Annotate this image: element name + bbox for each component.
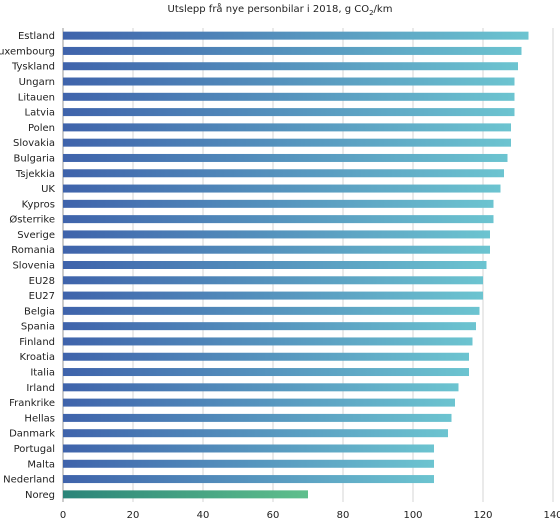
category-label: Litauen — [18, 92, 55, 103]
bar — [63, 398, 455, 407]
bar — [63, 199, 494, 208]
category-label: Hellas — [24, 413, 55, 424]
x-tick-label: 120 — [473, 510, 492, 521]
bar — [63, 31, 529, 40]
category-label: Østerrike — [9, 214, 55, 226]
category-label: Estland — [18, 31, 55, 42]
bar — [63, 337, 473, 346]
category-label: EU27 — [29, 291, 55, 302]
bar — [63, 352, 469, 361]
category-label: Belgia — [24, 306, 55, 317]
category-label: Finland — [19, 337, 55, 348]
bar — [63, 123, 511, 132]
category-label: Tsjekkia — [15, 169, 55, 180]
bar — [63, 108, 515, 117]
bar — [63, 413, 452, 422]
category-label: Tyskland — [11, 62, 55, 73]
bar — [63, 245, 490, 254]
x-tick-label: 140 — [543, 510, 560, 521]
category-label: Portugal — [14, 444, 55, 455]
bars — [63, 31, 529, 499]
category-label: Ungarn — [19, 77, 55, 88]
bar — [63, 306, 480, 315]
category-label: Luxembourg — [0, 46, 55, 57]
x-axis-ticks: 0 20 40 60 80 100 120 140 — [60, 510, 560, 521]
bar — [63, 46, 522, 55]
category-label: Polen — [28, 123, 55, 134]
category-label: Slovakia — [13, 138, 55, 149]
category-label: Slovenia — [12, 261, 55, 272]
bar — [63, 153, 508, 162]
bar — [63, 291, 483, 300]
category-label: Kypros — [22, 199, 55, 210]
category-label: Sverige — [17, 230, 55, 241]
bar — [63, 459, 434, 468]
x-tick-label: 40 — [197, 510, 210, 521]
bar — [63, 261, 487, 269]
bar — [63, 383, 459, 392]
x-tick-label: 20 — [127, 510, 140, 521]
category-label: Latvia — [25, 108, 55, 119]
chart-title: Utslepp frå nye personbilar i 2018, g CO… — [168, 2, 393, 17]
bar — [63, 429, 448, 438]
bar — [63, 184, 501, 193]
bar — [63, 368, 469, 377]
category-label: Romania — [11, 245, 55, 256]
x-tick-label: 100 — [403, 510, 422, 521]
category-label: EU28 — [29, 276, 55, 287]
bar — [63, 77, 515, 86]
bar — [63, 322, 476, 331]
bar — [63, 444, 434, 453]
bar — [63, 276, 483, 285]
category-label: Italia — [30, 368, 55, 379]
category-label: Bulgaria — [14, 153, 55, 164]
x-tick-label: 60 — [267, 510, 280, 521]
x-tick-label: 80 — [337, 510, 350, 521]
category-label: Frankrike — [9, 398, 55, 409]
bar — [63, 138, 511, 147]
bar — [63, 92, 515, 101]
category-label: UK — [41, 184, 55, 195]
category-label: Malta — [27, 459, 55, 470]
category-label: Nederland — [3, 475, 55, 486]
bar — [63, 230, 490, 239]
category-label: Irland — [26, 383, 55, 394]
bar — [63, 169, 504, 178]
category-label: Noreg — [25, 490, 55, 501]
category-label: Spania — [21, 322, 55, 333]
bar — [63, 215, 494, 224]
bar — [63, 62, 518, 71]
category-labels: Estland Luxembourg Tyskland Ungarn Litauen La… — [0, 31, 55, 501]
x-tick-label: 0 — [60, 510, 66, 521]
category-label: Kroatia — [19, 352, 55, 363]
category-label: Danmark — [9, 429, 55, 440]
bar — [63, 490, 308, 499]
bar — [63, 475, 434, 484]
